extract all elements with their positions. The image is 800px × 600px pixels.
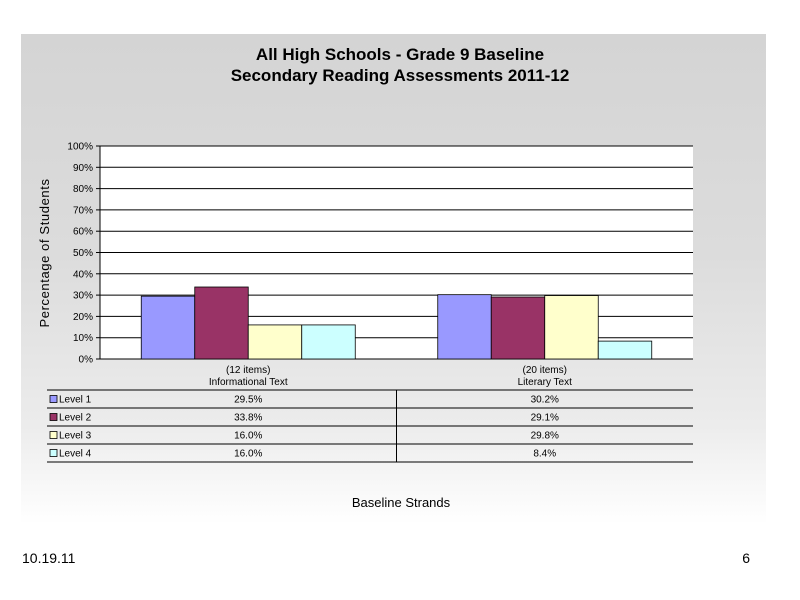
data-table-value: 30.2%	[531, 395, 559, 406]
page-number: 6	[742, 550, 750, 566]
y-tick-label: 50%	[73, 248, 93, 259]
y-axis-label: Percentage of Students	[37, 178, 52, 327]
chart-title-line-1: All High Schools - Grade 9 Baseline	[255, 45, 545, 64]
bar-level-4	[597, 340, 653, 360]
bar-level-3	[247, 324, 303, 360]
category-label-name: Literary Text	[518, 377, 573, 388]
data-table-value: 29.1%	[531, 413, 559, 424]
y-tick-label: 0%	[79, 355, 94, 366]
legend-swatch	[49, 449, 58, 457]
legend-label: Level 2	[59, 413, 92, 424]
category-label-name: Informational Text	[209, 377, 288, 388]
bar-level-1	[437, 294, 492, 360]
y-tick-label: 30%	[73, 291, 93, 302]
legend-label: Level 4	[59, 449, 92, 460]
y-tick-label: 40%	[73, 269, 93, 280]
legend-swatch	[49, 413, 58, 421]
legend-label: Level 3	[59, 431, 92, 442]
y-tick-label: 100%	[67, 142, 93, 153]
chart-title-line-2: Secondary Reading Assessments 2011-12	[230, 66, 570, 85]
data-table-value: 16.0%	[234, 431, 262, 442]
y-tick-label: 10%	[73, 333, 93, 344]
bar-level-2	[490, 296, 546, 360]
y-tick-label: 20%	[73, 312, 93, 323]
bar-level-2	[194, 286, 249, 360]
data-table-value: 16.0%	[234, 449, 262, 460]
x-axis-label: Baseline Strands	[352, 495, 451, 510]
data-table-value: 29.8%	[531, 431, 559, 442]
y-tick-label: 80%	[73, 184, 93, 195]
y-tick-label: 90%	[73, 163, 93, 174]
y-tick-label: 70%	[73, 205, 93, 216]
data-table-value: 33.8%	[234, 413, 262, 424]
category-label-count: (20 items)	[523, 365, 567, 376]
y-tick-label: 60%	[73, 227, 93, 238]
data-table-value: 29.5%	[234, 395, 262, 406]
footer-date: 10.19.11	[22, 550, 76, 566]
category-label-count: (12 items)	[226, 365, 270, 376]
bar-level-1	[140, 295, 196, 360]
data-table-value: 8.4%	[533, 449, 556, 460]
bar-level-3	[544, 295, 599, 360]
legend-swatch	[49, 431, 58, 439]
legend-label: Level 1	[59, 395, 92, 406]
bar-level-4	[301, 324, 356, 360]
legend-swatch	[49, 395, 58, 403]
